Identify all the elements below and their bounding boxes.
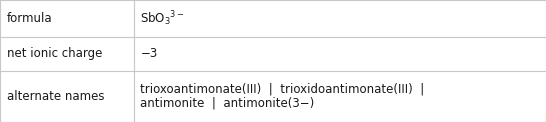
Text: net ionic charge: net ionic charge: [7, 47, 102, 60]
Text: trioxoantimonate(III)  |  trioxidoantimonate(III)  |: trioxoantimonate(III) | trioxidoantimona…: [140, 83, 425, 96]
Text: antimonite  |  antimonite(3−): antimonite | antimonite(3−): [140, 97, 314, 110]
Text: formula: formula: [7, 12, 52, 25]
Text: −3: −3: [140, 47, 158, 60]
Text: alternate names: alternate names: [7, 90, 104, 103]
Text: SbO$_3$$^{3-}$: SbO$_3$$^{3-}$: [140, 9, 185, 28]
